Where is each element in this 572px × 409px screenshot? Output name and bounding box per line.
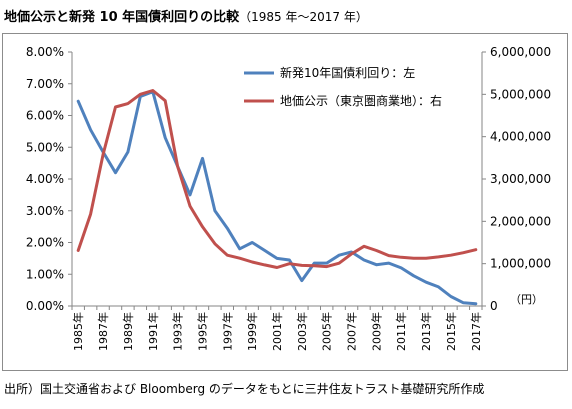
x-axis-tick-label: 1985年 — [71, 312, 85, 351]
right-axis-tick-label: 3,000,000 — [490, 172, 551, 186]
x-axis-tick-label: 1993年 — [171, 312, 185, 351]
axes-layer: 0.00% 1.00% 2.00% 3.00% 4.00% 5.00% 6.00% 7.00%… — [26, 45, 551, 351]
left-axis-tick-label: 7.00% — [26, 77, 64, 91]
legend-label: 新発10年国債利回り：左 — [280, 65, 415, 80]
x-axis-tick-label: 2001年 — [270, 312, 284, 351]
x-axis-tick-label: 1989年 — [121, 312, 135, 351]
right-axis-tick-label: 6,000,000 — [490, 45, 551, 59]
chart-title-main: 地価公示と新発 10 年国債利回りの比較 — [4, 10, 240, 25]
left-axis-tick-label: 6.00% — [26, 109, 64, 123]
x-axis-tick-label: 2003年 — [295, 312, 309, 351]
right-axis-tick-label: 4,000,000 — [490, 130, 551, 144]
series-line-jgb-yield — [76, 90, 478, 306]
legend-label: 地価公示（東京圏商業地）：右 — [280, 93, 442, 108]
x-axis-tick-label: 1995年 — [195, 312, 209, 351]
left-axis-tick-label: 8.00% — [26, 45, 64, 59]
x-axis-tick-label: 2005年 — [320, 312, 334, 351]
x-axis-tick-label: 1991年 — [146, 312, 160, 351]
left-axis-tick-label: 1.00% — [26, 267, 64, 281]
right-axis-tick-label: 5,000,000 — [490, 87, 551, 101]
right-axis-tick-label: 2,000,000 — [490, 214, 551, 228]
x-axis-tick-label: 2011年 — [394, 312, 408, 351]
series-line-land-price — [76, 89, 478, 269]
left-axis-tick-label: 2.00% — [26, 236, 64, 250]
right-axis-tick-label: 1,000,000 — [490, 257, 551, 271]
source-note: 出所）国土交通省および Bloomberg のデータをもとに三井住友トラスト基礎… — [4, 382, 485, 396]
right-axis-tick-label: 0 — [490, 299, 498, 313]
x-axis-tick-label: 2017年 — [469, 312, 483, 351]
chart-title: 地価公示と新発 10 年国債利回りの比較（1985 年～2017 年） — [4, 6, 368, 25]
x-axis-tick-label: 2009年 — [369, 312, 383, 351]
right-axis-unit-label: （円） — [510, 293, 543, 306]
left-axis-tick-label: 3.00% — [26, 204, 64, 218]
x-axis-tick-label: 1987年 — [96, 312, 110, 351]
series-layer — [76, 89, 478, 306]
left-axis-tick-label: 4.00% — [26, 172, 64, 186]
x-axis-tick-label: 1997年 — [220, 312, 234, 351]
x-axis-tick-label: 1999年 — [245, 312, 259, 351]
chart-frame — [2, 33, 568, 371]
left-axis-tick-label: 0.00% — [26, 299, 64, 313]
x-axis-tick-label: 2013年 — [419, 312, 433, 351]
x-axis-tick-label: 2015年 — [444, 312, 458, 351]
chart-title-sub: （1985 年～2017 年） — [239, 10, 368, 24]
x-axis-tick-label: 2007年 — [345, 312, 359, 351]
left-axis-tick-label: 5.00% — [26, 140, 64, 154]
